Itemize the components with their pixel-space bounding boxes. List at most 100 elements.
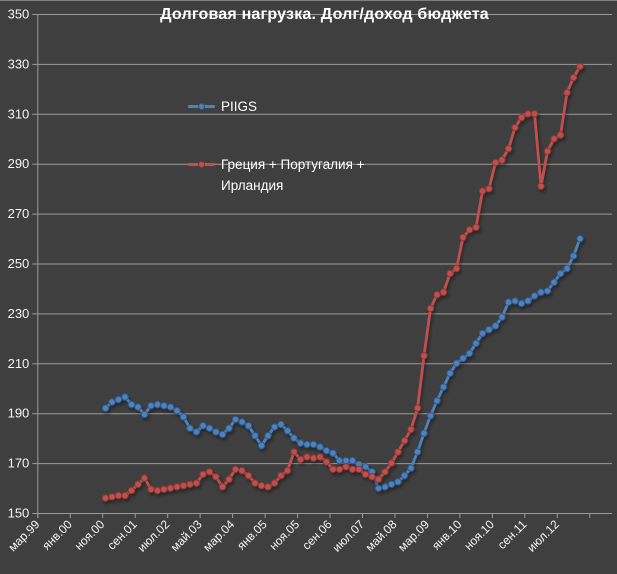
x-tick-label: мар.09 bbox=[395, 517, 432, 554]
data-point bbox=[192, 479, 201, 487]
data-point bbox=[153, 400, 162, 409]
data-point bbox=[485, 185, 493, 193]
data-point bbox=[459, 233, 467, 242]
data-point bbox=[160, 485, 168, 493]
data-point bbox=[101, 404, 110, 412]
x-axis-labels: мар.99янв.00ноя.00сен.01июл.02май.03мар.… bbox=[5, 517, 562, 555]
data-point bbox=[309, 440, 318, 449]
data-point bbox=[452, 264, 461, 273]
x-tick-label: июл.12 bbox=[524, 517, 562, 555]
data-point bbox=[225, 424, 233, 432]
x-tick-label: май.08 bbox=[363, 517, 400, 554]
data-point bbox=[160, 402, 168, 410]
data-point bbox=[439, 383, 448, 391]
data-point bbox=[576, 234, 584, 243]
data-point bbox=[199, 422, 207, 430]
data-point bbox=[127, 400, 136, 409]
data-point bbox=[147, 485, 155, 493]
data-point bbox=[244, 422, 253, 430]
data-point bbox=[114, 491, 123, 500]
data-point bbox=[342, 456, 350, 465]
data-point bbox=[563, 88, 571, 97]
data-point bbox=[407, 425, 415, 434]
data-point bbox=[101, 494, 110, 502]
data-point bbox=[199, 470, 207, 478]
data-point bbox=[231, 465, 240, 473]
data-point bbox=[511, 123, 519, 132]
data-point bbox=[361, 470, 370, 478]
x-tick-label: мар.04 bbox=[200, 517, 237, 554]
legend-label-piigs: PIIGS bbox=[221, 99, 258, 114]
data-point bbox=[348, 465, 357, 473]
data-point bbox=[459, 354, 467, 362]
data-point bbox=[374, 484, 383, 492]
data-point bbox=[433, 397, 441, 405]
data-point bbox=[491, 322, 500, 330]
data-point bbox=[387, 480, 396, 488]
data-point bbox=[446, 269, 454, 278]
chart-title[interactable]: Долговая нагрузка. Долг/доход бюджета bbox=[160, 6, 489, 23]
data-point bbox=[270, 423, 279, 431]
data-point bbox=[420, 352, 428, 360]
series-greece-portugal-ireland[interactable] bbox=[101, 62, 584, 502]
x-tick-label: сен.06 bbox=[299, 517, 335, 553]
y-tick-label: 310 bbox=[8, 106, 30, 121]
x-tick-label: июл.02 bbox=[135, 517, 173, 555]
data-point bbox=[537, 182, 545, 190]
data-point bbox=[537, 288, 545, 296]
data-point bbox=[342, 463, 350, 471]
data-point bbox=[322, 458, 331, 466]
data-point bbox=[140, 474, 149, 482]
data-point bbox=[420, 429, 428, 437]
data-point bbox=[231, 415, 240, 424]
y-tick-label: 150 bbox=[8, 506, 30, 521]
data-point bbox=[244, 471, 253, 480]
data-point bbox=[251, 479, 259, 487]
x-tick-label: янв.10 bbox=[429, 517, 465, 553]
data-point bbox=[426, 412, 435, 420]
data-point bbox=[517, 113, 526, 122]
data-point bbox=[257, 441, 266, 450]
y-tick-label: 350 bbox=[8, 7, 30, 22]
data-point bbox=[530, 292, 539, 300]
series-piigs[interactable] bbox=[101, 234, 584, 492]
data-point bbox=[478, 187, 487, 195]
data-point bbox=[381, 468, 389, 476]
data-point bbox=[179, 413, 188, 421]
data-point bbox=[316, 453, 324, 461]
x-tick-label: ноя.10 bbox=[461, 517, 497, 553]
data-point bbox=[394, 478, 402, 486]
x-tick-label: мар.99 bbox=[5, 517, 42, 554]
y-tick-label: 270 bbox=[8, 206, 30, 221]
data-point bbox=[335, 456, 344, 465]
data-point bbox=[543, 287, 552, 295]
data-point bbox=[153, 486, 162, 495]
data-point bbox=[134, 403, 142, 411]
data-point bbox=[316, 443, 324, 451]
data-point bbox=[251, 432, 259, 440]
data-point bbox=[218, 430, 227, 439]
y-tick-label: 210 bbox=[8, 356, 30, 371]
data-point bbox=[478, 329, 487, 338]
legend-label-greece-portugal-ireland: Греция + Португалия + Ирландия bbox=[221, 157, 365, 193]
data-point bbox=[322, 446, 331, 455]
data-point bbox=[368, 473, 376, 481]
data-point bbox=[225, 475, 233, 483]
data-point bbox=[264, 483, 272, 491]
data-point bbox=[361, 463, 370, 471]
piigs-swatch-marker bbox=[198, 103, 205, 110]
data-point bbox=[433, 291, 441, 299]
data-point bbox=[446, 369, 454, 377]
x-tick-label: ноя.05 bbox=[266, 517, 302, 553]
gpi-line-swatch bbox=[188, 154, 215, 174]
x-tick-label: май.03 bbox=[168, 517, 205, 554]
data-point bbox=[511, 297, 519, 305]
data-point bbox=[270, 479, 279, 487]
legend-item-piigs[interactable]: PIIGS bbox=[188, 96, 393, 117]
data-point bbox=[504, 145, 513, 153]
legend-item-greece-portugal-ireland[interactable]: Греция + Португалия + Ирландия bbox=[188, 154, 393, 196]
data-point bbox=[394, 448, 402, 456]
data-point bbox=[452, 359, 461, 367]
